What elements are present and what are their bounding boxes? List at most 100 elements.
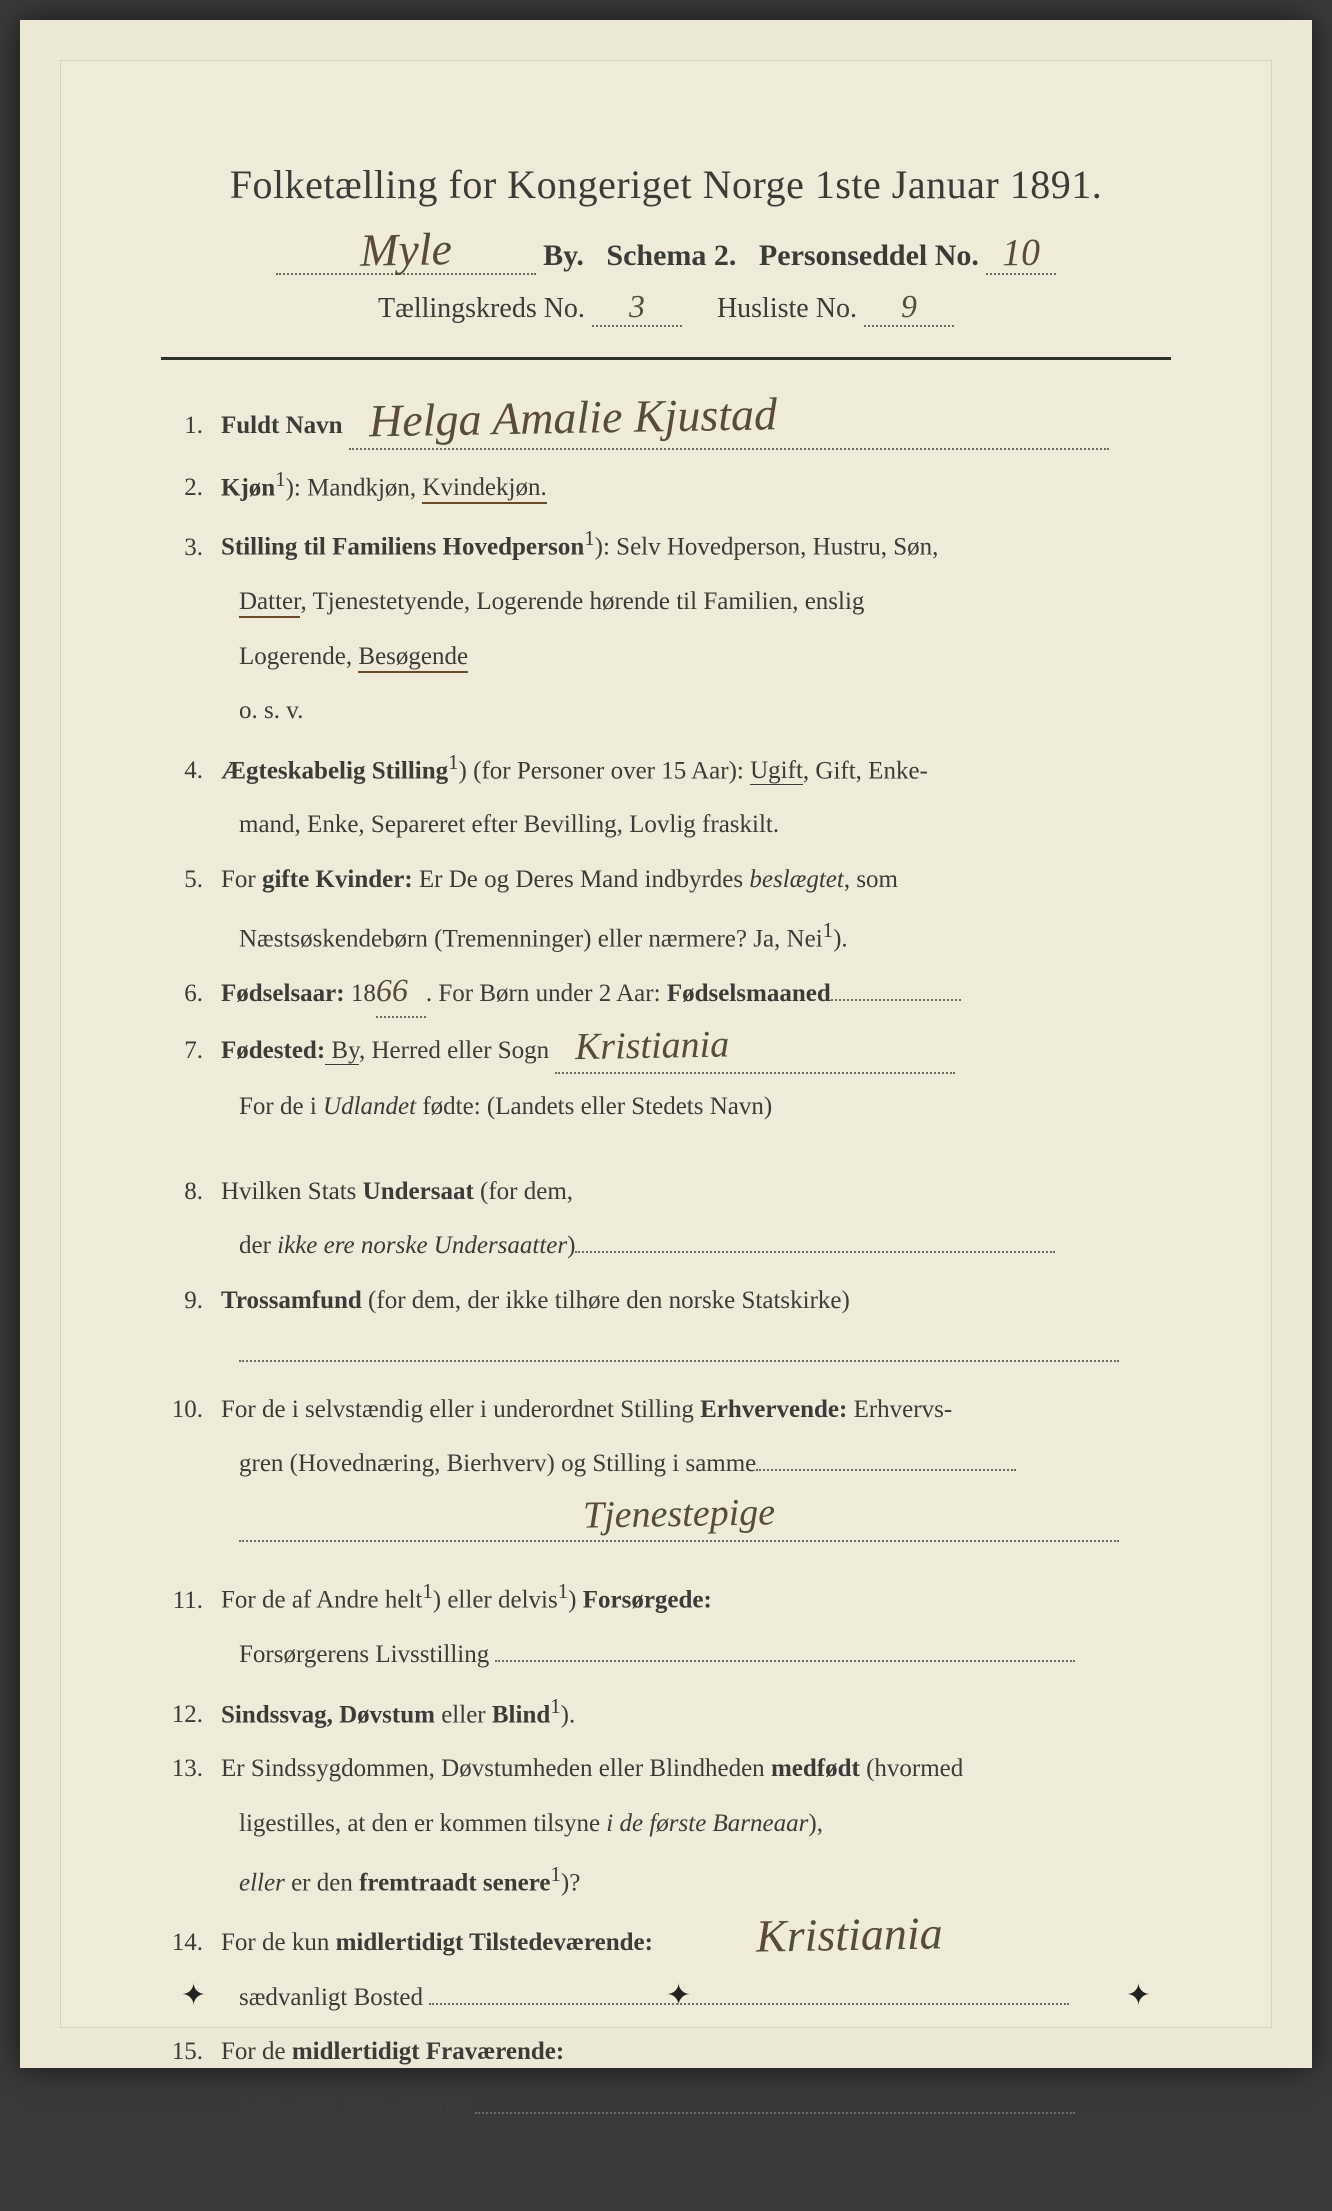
q10-row: 10. For de i selvstændig eller i underor… xyxy=(161,1389,1171,1432)
q11-sup1: 1 xyxy=(422,1579,432,1603)
q5-label-bold: gifte Kvinder: xyxy=(262,866,413,893)
q8-text3: der xyxy=(239,1232,277,1259)
q11-num: 11. xyxy=(161,1580,221,1623)
q8-field xyxy=(575,1251,1055,1253)
q13-italic2: eller xyxy=(239,1870,285,1897)
q12-text2: ). xyxy=(561,1701,576,1728)
q14-row: 14. For de kun midlertidigt Tilstedevære… xyxy=(161,1917,1171,1965)
q2-content: Kjøn1): Mandkjøn, Kvindekjøn. xyxy=(221,462,1171,510)
q7-row: 7. Fødested: By, Herred eller Sogn Krist… xyxy=(161,1030,1171,1075)
tack-mark-right: ✦ xyxy=(1126,1978,1151,2013)
q13-text2: (hvormed xyxy=(860,1755,963,1782)
q4-selected: Ugift xyxy=(750,757,803,785)
person-label: Personseddel No. xyxy=(759,239,979,272)
q5-label: For xyxy=(221,866,262,893)
q12-label: Sindssvag, Døvstum xyxy=(221,1701,435,1728)
q2-num: 2. xyxy=(161,467,221,510)
q7-text1: , Herred eller Sogn xyxy=(359,1037,549,1064)
q6-label: Fødselsaar: xyxy=(221,980,345,1007)
q10-value: Tjenestepige xyxy=(583,1497,776,1531)
q13-text1: Er Sindssygdommen, Døvstumheden eller Bl… xyxy=(221,1755,771,1782)
q10-field2: Tjenestepige xyxy=(239,1498,1119,1543)
divider xyxy=(161,357,1171,360)
q10-line3: Tjenestepige xyxy=(161,1498,1171,1543)
q11-row: 11. For de af Andre helt1) eller delvis1… xyxy=(161,1574,1171,1622)
q2-options: ): Mandkjøn, xyxy=(286,474,423,501)
q4-sup: 1 xyxy=(448,750,458,774)
q10-line2: gren (Hovednæring, Bierhverv) og Stillin… xyxy=(161,1443,1171,1486)
q8-content: Hvilken Stats Undersaat (for dem, xyxy=(221,1171,1171,1214)
q6-row: 6. Fødselsaar: 1866. For Børn under 2 Aa… xyxy=(161,973,1171,1018)
q2-selected: Kvindekjøn. xyxy=(422,474,546,504)
footnote: 1) De for hvert Tilfælde passende Ord un… xyxy=(161,2178,1171,2211)
q13-bold1: medfødt xyxy=(771,1755,860,1782)
q13-sup: 1 xyxy=(550,1862,560,1886)
q15-num: 15. xyxy=(161,2031,221,2074)
q1-num: 1. xyxy=(161,405,221,448)
q5-sup: 1 xyxy=(823,918,833,942)
q8-num: 8. xyxy=(161,1171,221,1214)
by-label: By. xyxy=(543,239,584,272)
q7-line2: For de i Udlandet fødte: (Landets eller … xyxy=(161,1086,1171,1129)
q5-row: 5. For gifte Kvinder: Er De og Deres Man… xyxy=(161,859,1171,902)
q9-line2 xyxy=(161,1334,1171,1377)
q14-bold1: midlertidigt Tilstedeværende: xyxy=(336,1929,653,1956)
q12-bold1: Blind xyxy=(492,1701,550,1728)
q14-value: Kristiania xyxy=(756,1916,943,1956)
q13-text4: ), xyxy=(808,1810,823,1837)
q13-row: 13. Er Sindssygdommen, Døvstumheden elle… xyxy=(161,1748,1171,1791)
document-inner: Folketælling for Kongeriget Norge 1ste J… xyxy=(60,60,1272,2028)
husliste-field: 9 xyxy=(864,293,954,327)
q5-text3: Næstsøskendebørn (Tremenninger) eller næ… xyxy=(239,926,823,953)
kreds-field: 3 xyxy=(592,293,682,327)
q10-text1: For de i selvstændig eller i underordnet… xyxy=(221,1396,700,1423)
q10-bold1: Erhvervende: xyxy=(700,1396,847,1423)
q13-line2: ligestilles, at den er kommen tilsyne i … xyxy=(161,1803,1171,1846)
q8-text4: ) xyxy=(567,1232,575,1259)
q3-line3: Logerende, Besøgende xyxy=(161,636,1171,679)
q10-text3: gren (Hovednæring, Bierhverv) og Stillin… xyxy=(239,1450,756,1477)
document-page: Folketælling for Kongeriget Norge 1ste J… xyxy=(20,20,1312,2068)
q15-text1: For de xyxy=(221,2038,292,2065)
q7-content: Fødested: By, Herred eller Sogn Kristian… xyxy=(221,1030,1171,1075)
q5-text1: Er De og Deres Mand indbyrdes xyxy=(413,866,750,893)
q13-bold2: fremtraadt senere xyxy=(359,1870,550,1897)
q10-field1 xyxy=(756,1469,1016,1471)
person-no: 10 xyxy=(1002,238,1041,269)
q6-content: Fødselsaar: 1866. For Børn under 2 Aar: … xyxy=(221,973,1171,1018)
q5-italic1: beslægtet xyxy=(749,866,843,893)
page-title: Folketælling for Kongeriget Norge 1ste J… xyxy=(161,161,1171,208)
q6-value: 66 xyxy=(376,978,408,1004)
kreds-label: Tællingskreds No. xyxy=(378,293,585,324)
by-value: Myle xyxy=(359,231,452,269)
q7-text2: For de i xyxy=(239,1093,323,1120)
q7-text3: fødte: (Landets eller Stedets Navn) xyxy=(416,1093,772,1120)
q13-text3: ligestilles, at den er kommen tilsyne xyxy=(239,1810,606,1837)
q3-text3: Logerende, xyxy=(239,643,358,670)
q5-text2: , som xyxy=(844,866,898,893)
kreds-no: 3 xyxy=(629,294,645,320)
q11-bold1: Forsørgede: xyxy=(583,1587,712,1614)
q12-row: 12. Sindssvag, Døvstum eller Blind1). xyxy=(161,1689,1171,1737)
q14-value-wrap: Kristiania xyxy=(659,1917,1039,1965)
q11-text1: For de af Andre helt xyxy=(221,1587,422,1614)
q1-field: Helga Amalie Kjustad xyxy=(349,400,1109,450)
q7-label: Fødested: xyxy=(221,1037,325,1064)
q2-sup: 1 xyxy=(275,467,285,491)
q14-content: For de kun midlertidigt Tilstedeværende:… xyxy=(221,1917,1171,1965)
q1-content: Fuldt Navn Helga Amalie Kjustad xyxy=(221,400,1171,450)
q4-row: 4. Ægteskabelig Stilling1) (for Personer… xyxy=(161,745,1171,793)
q9-label: Trossamfund xyxy=(221,1287,362,1314)
q7-selected: By xyxy=(325,1037,359,1065)
q6-num: 6. xyxy=(161,973,221,1016)
q3-text1: ): Selv Hovedperson, Hustru, Søn, xyxy=(595,534,939,561)
q4-label: Ægteskabelig Stilling xyxy=(221,757,448,784)
q3-label: Stilling til Familiens Hovedperson xyxy=(221,534,584,561)
q14-field xyxy=(429,2003,1069,2005)
q10-content: For de i selvstændig eller i underordnet… xyxy=(221,1389,1171,1432)
q6-field2 xyxy=(831,999,961,1001)
q12-text1: eller xyxy=(435,1701,492,1728)
q8-line2: der ikke ere norske Undersaatter) xyxy=(161,1225,1171,1268)
q11-text3: ) xyxy=(568,1587,583,1614)
q2-row: 2. Kjøn1): Mandkjøn, Kvindekjøn. xyxy=(161,462,1171,510)
